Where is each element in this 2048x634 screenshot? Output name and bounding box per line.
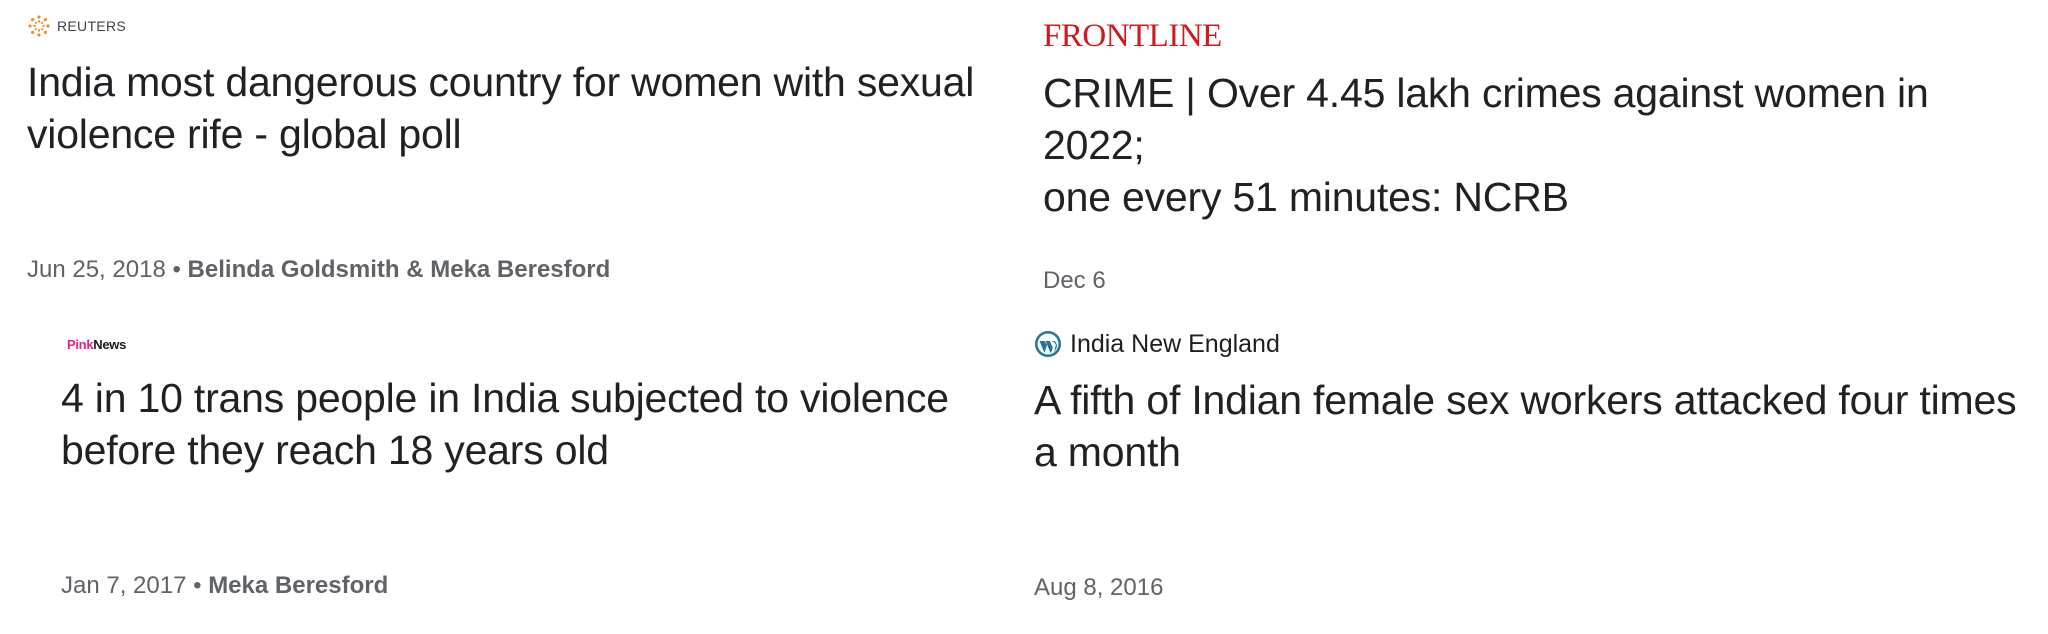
article-authors: Belinda Goldsmith & Meka Beresford — [187, 256, 611, 283]
meta-separator: • — [186, 572, 209, 599]
source-india-new-england: India New England — [1034, 330, 1280, 358]
article-date: Jun 25, 2018 — [27, 256, 166, 283]
source-name: FRONTLINE — [1043, 17, 1222, 54]
article-meta: Dec 6 — [1043, 267, 1106, 295]
logo-part: News — [93, 336, 127, 352]
source-name: India New England — [1070, 329, 1280, 358]
headline[interactable]: 4 in 10 trans people in India subjected … — [61, 372, 991, 476]
article-meta: Aug 8, 2016 — [1034, 574, 1163, 602]
headline[interactable]: A fifth of Indian female sex workers att… — [1034, 374, 2034, 478]
headline-line: before they reach 18 years old — [61, 427, 609, 473]
article-date: Dec 6 — [1043, 267, 1106, 294]
headline-line: a month — [1034, 429, 1181, 475]
article-date: Jan 7, 2017 — [61, 572, 187, 599]
source-name: REUTERS — [57, 18, 126, 34]
news-card-india-new-england[interactable]: India New England A fifth of Indian fema… — [1034, 330, 2034, 620]
news-card-pinknews[interactable]: PinkNews 4 in 10 trans people in India s… — [61, 330, 991, 620]
headline-line: one every 51 minutes: NCRB — [1043, 174, 1569, 220]
news-card-frontline[interactable]: FRONTLINE CRIME | Over 4.45 lakh crimes … — [1043, 12, 2033, 302]
source-reuters: REUTERS — [27, 12, 126, 40]
headline-line: CRIME | Over 4.45 lakh crimes against wo… — [1043, 70, 1929, 168]
source-frontline: FRONTLINE — [1043, 18, 1222, 54]
meta-separator: • — [165, 256, 188, 283]
article-meta: Jan 7, 2017 • Meka Beresford — [61, 572, 388, 600]
wordpress-icon — [1035, 331, 1061, 357]
headline[interactable]: India most dangerous country for women w… — [27, 56, 987, 160]
pinknews-logo: PinkNews — [67, 337, 126, 352]
article-authors: Meka Beresford — [208, 572, 389, 599]
article-meta: Jun 25, 2018 • Belinda Goldsmith & Meka … — [27, 256, 610, 284]
reuters-dot-logo-icon — [28, 15, 50, 37]
article-date: Aug 8, 2016 — [1034, 574, 1164, 601]
headline-line: India most dangerous country for women w… — [27, 59, 975, 105]
headline-line: violence rife - global poll — [27, 111, 462, 157]
source-pinknews: PinkNews — [67, 330, 126, 358]
news-card-reuters[interactable]: REUTERS India most dangerous country for… — [27, 12, 987, 302]
logo-part: Pink — [67, 336, 94, 352]
headline[interactable]: CRIME | Over 4.45 lakh crimes against wo… — [1043, 67, 2033, 223]
headline-line: A fifth of Indian female sex workers att… — [1034, 377, 2017, 423]
headline-line: 4 in 10 trans people in India subjected … — [61, 375, 949, 421]
